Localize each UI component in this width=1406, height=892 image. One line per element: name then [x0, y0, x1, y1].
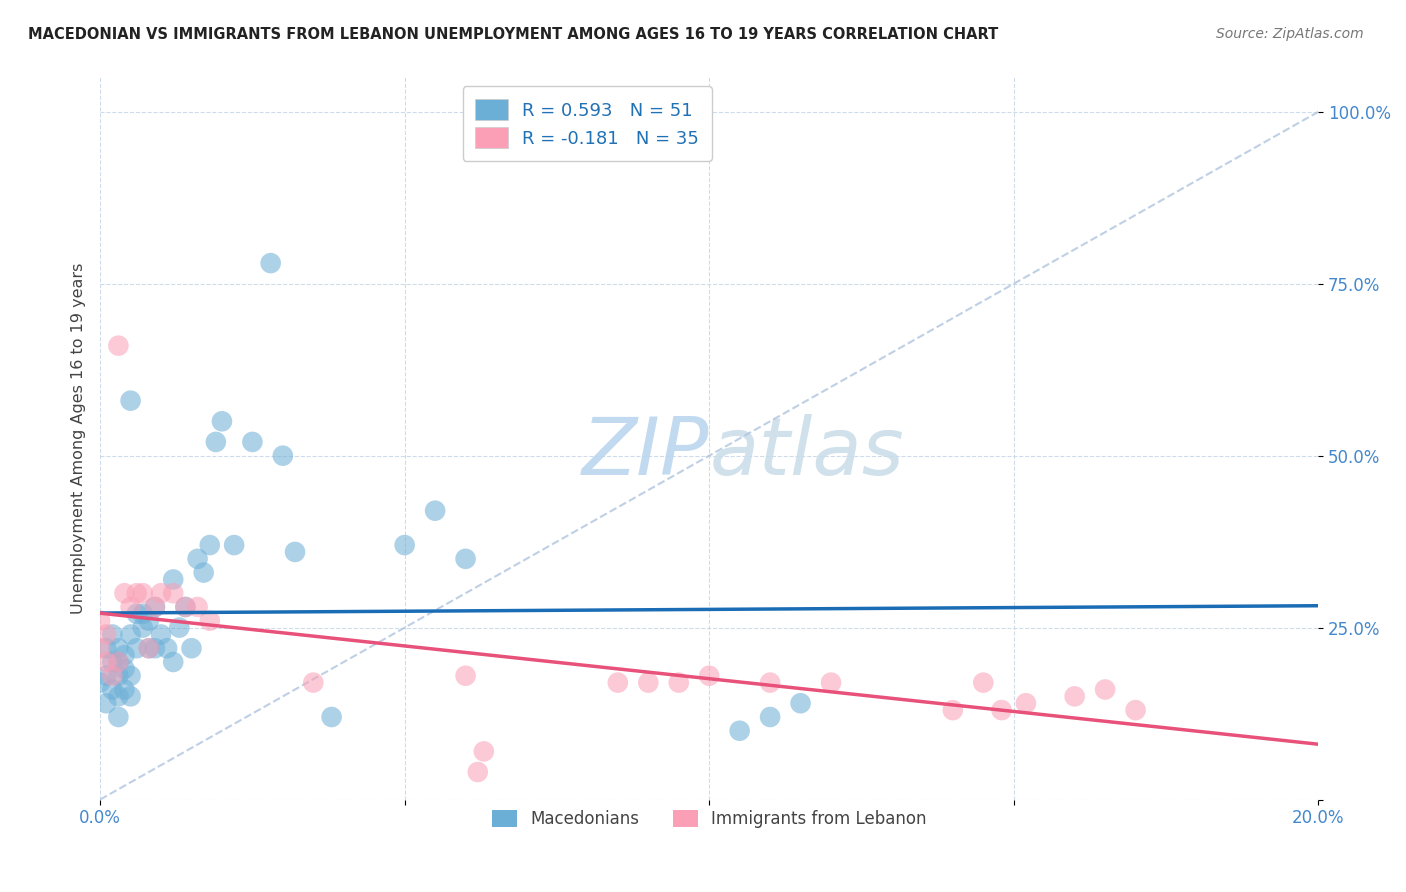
- Point: [114, 648, 136, 662]
- Point: [284, 545, 307, 559]
- Point: [180, 641, 202, 656]
- Point: [107, 338, 129, 352]
- Point: [138, 641, 160, 656]
- Point: [174, 599, 197, 614]
- Point: [187, 599, 209, 614]
- Point: [96, 627, 118, 641]
- Point: [1094, 682, 1116, 697]
- Point: [150, 627, 173, 641]
- Point: [205, 434, 228, 449]
- Point: [467, 764, 489, 779]
- Point: [472, 744, 495, 758]
- Point: [114, 662, 136, 676]
- Point: [668, 675, 690, 690]
- Point: [132, 621, 155, 635]
- Point: [302, 675, 325, 690]
- Point: [96, 696, 118, 710]
- Point: [96, 669, 118, 683]
- Point: [96, 641, 118, 656]
- Point: [120, 599, 142, 614]
- Point: [101, 682, 124, 697]
- Point: [143, 641, 166, 656]
- Point: [114, 586, 136, 600]
- Point: [942, 703, 965, 717]
- Point: [107, 655, 129, 669]
- Point: [1015, 696, 1038, 710]
- Point: [162, 586, 184, 600]
- Point: [1063, 690, 1085, 704]
- Point: [114, 682, 136, 697]
- Point: [107, 641, 129, 656]
- Point: [211, 414, 233, 428]
- Point: [637, 675, 659, 690]
- Point: [198, 614, 221, 628]
- Point: [990, 703, 1012, 717]
- Point: [132, 607, 155, 621]
- Text: MACEDONIAN VS IMMIGRANTS FROM LEBANON UNEMPLOYMENT AMONG AGES 16 TO 19 YEARS COR: MACEDONIAN VS IMMIGRANTS FROM LEBANON UN…: [28, 27, 998, 42]
- Text: atlas: atlas: [709, 414, 904, 491]
- Point: [174, 599, 197, 614]
- Point: [162, 573, 184, 587]
- Point: [162, 655, 184, 669]
- Point: [321, 710, 343, 724]
- Point: [125, 586, 148, 600]
- Point: [120, 669, 142, 683]
- Point: [150, 586, 173, 600]
- Point: [138, 614, 160, 628]
- Point: [143, 599, 166, 614]
- Point: [242, 434, 264, 449]
- Legend: Macedonians, Immigrants from Lebanon: Macedonians, Immigrants from Lebanon: [485, 803, 934, 835]
- Point: [107, 710, 129, 724]
- Point: [89, 675, 111, 690]
- Point: [423, 504, 446, 518]
- Point: [759, 675, 782, 690]
- Text: ZIP: ZIP: [582, 414, 709, 491]
- Text: Source: ZipAtlas.com: Source: ZipAtlas.com: [1216, 27, 1364, 41]
- Point: [394, 538, 416, 552]
- Point: [728, 723, 751, 738]
- Point: [169, 621, 191, 635]
- Point: [454, 669, 477, 683]
- Point: [820, 675, 842, 690]
- Point: [606, 675, 628, 690]
- Point: [101, 669, 124, 683]
- Point: [198, 538, 221, 552]
- Point: [132, 586, 155, 600]
- Point: [101, 655, 124, 669]
- Point: [89, 614, 111, 628]
- Point: [89, 641, 111, 656]
- Point: [101, 627, 124, 641]
- Point: [260, 256, 283, 270]
- Point: [120, 690, 142, 704]
- Y-axis label: Unemployment Among Ages 16 to 19 years: Unemployment Among Ages 16 to 19 years: [72, 263, 86, 615]
- Point: [271, 449, 294, 463]
- Point: [156, 641, 179, 656]
- Point: [120, 627, 142, 641]
- Point: [107, 690, 129, 704]
- Point: [789, 696, 811, 710]
- Point: [759, 710, 782, 724]
- Point: [454, 551, 477, 566]
- Point: [193, 566, 215, 580]
- Point: [224, 538, 246, 552]
- Point: [125, 641, 148, 656]
- Point: [697, 669, 720, 683]
- Point: [138, 641, 160, 656]
- Point: [107, 655, 129, 669]
- Point: [972, 675, 994, 690]
- Point: [125, 607, 148, 621]
- Point: [187, 551, 209, 566]
- Point: [1125, 703, 1147, 717]
- Point: [120, 393, 142, 408]
- Point: [96, 655, 118, 669]
- Point: [143, 599, 166, 614]
- Point: [107, 669, 129, 683]
